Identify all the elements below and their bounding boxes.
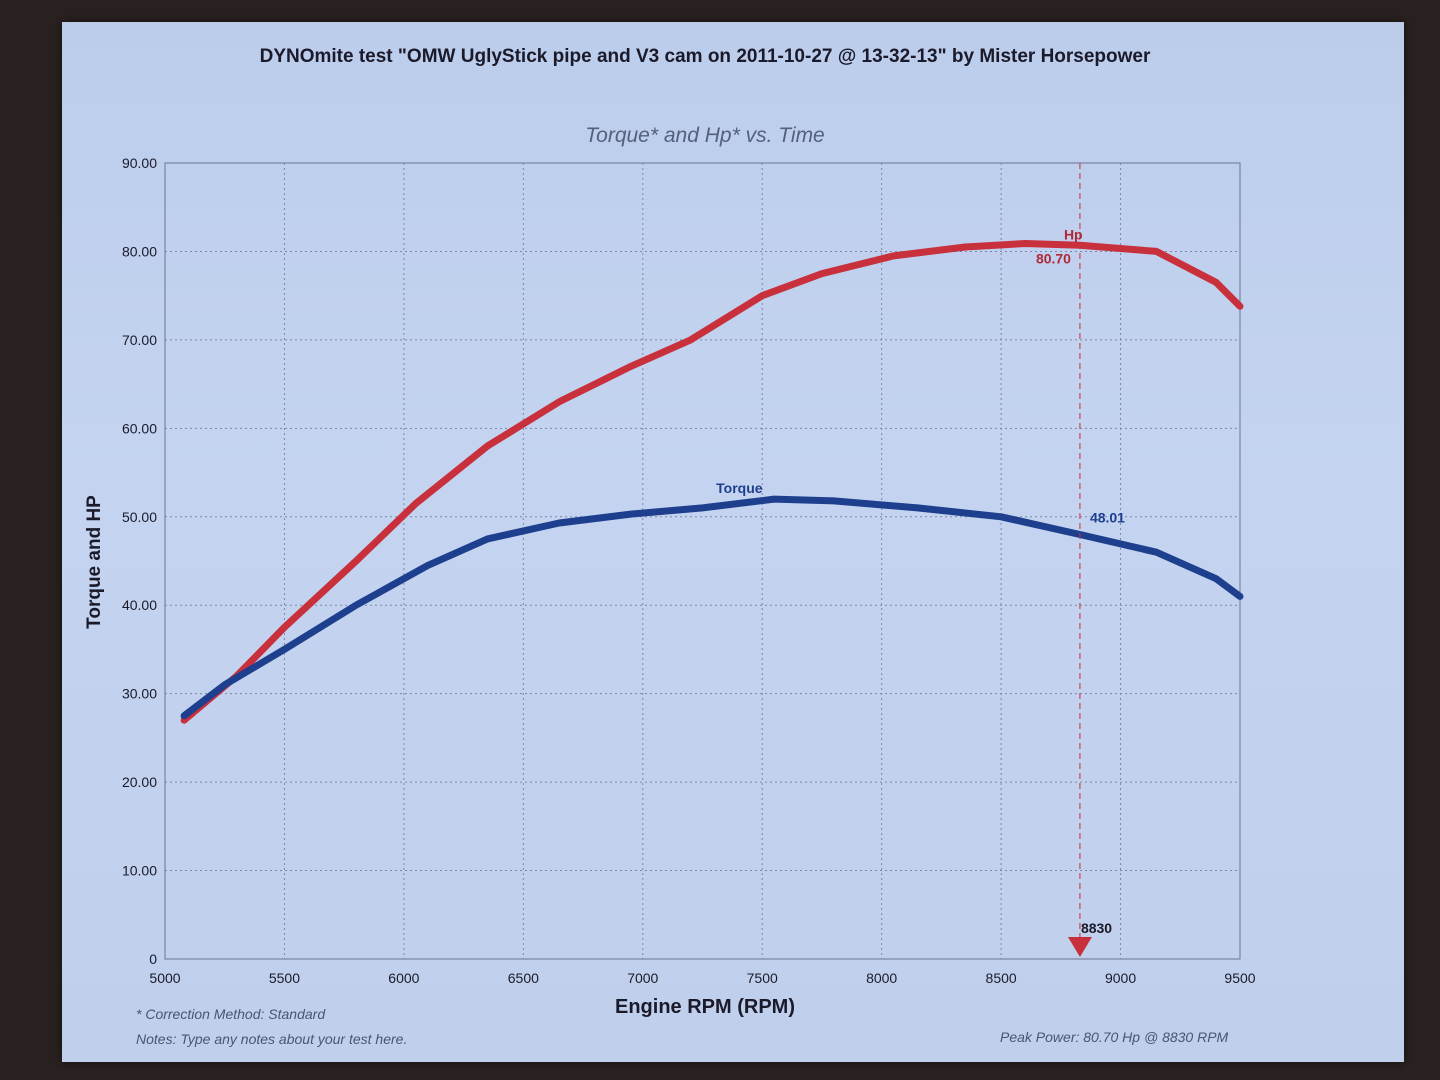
y-tick-label: 90.00 — [122, 155, 157, 171]
x-tick-label: 6500 — [508, 970, 539, 986]
chart-title: Torque* and Hp* vs. Time — [585, 124, 825, 147]
y-tick-label: 30.00 — [122, 686, 157, 702]
series-annotations: Hp 80.70 Torque 48.01 — [716, 226, 1125, 525]
correction-note: * Correction Method: Standard — [136, 1006, 326, 1022]
x-tick-label: 8500 — [986, 970, 1017, 986]
chart-grid — [165, 163, 1240, 959]
peak-power-note: Peak Power: 80.70 Hp @ 8830 RPM — [1000, 1029, 1229, 1045]
peak-marker-triangle — [1067, 937, 1092, 957]
peak-marker: 8830 — [1067, 163, 1112, 957]
x-tick-label: 9000 — [1105, 970, 1136, 986]
y-tick-label: 50.00 — [122, 509, 157, 525]
y-tick-label: 80.00 — [122, 243, 157, 259]
peak-marker-label: 8830 — [1081, 920, 1112, 936]
y-tick-label: 20.00 — [122, 774, 157, 790]
x-tick-label: 8000 — [866, 970, 897, 986]
y-tick-label: 40.00 — [122, 597, 157, 613]
series-line-hp — [180, 240, 1244, 724]
x-tick-labels: 5000 5500 6000 6500 7000 7500 8000 8500 9000 9500 — [149, 970, 1255, 986]
y-tick-label: 60.00 — [122, 420, 157, 436]
chart-series — [180, 240, 1244, 724]
test-notes: Notes: Type any notes about your test he… — [136, 1031, 408, 1047]
plot-frame — [164, 162, 1241, 960]
hp-series-label: Hp — [1064, 226, 1083, 242]
y-tick-label: 0 — [149, 951, 157, 967]
hp-value-label: 80.70 — [1036, 250, 1071, 266]
x-tick-label: 5000 — [149, 970, 180, 986]
series-line-torque — [180, 495, 1244, 720]
torque-value-label: 48.01 — [1090, 509, 1125, 525]
x-tick-label: 5500 — [269, 970, 300, 986]
torque-series-label: Torque — [716, 480, 763, 496]
printed-paper — [62, 22, 1404, 1062]
y-tick-label: 10.00 — [122, 863, 157, 879]
page-title: DYNOmite test "OMW UglyStick pipe and V3… — [259, 46, 1151, 67]
y-tick-labels: 0 10.00 20.00 30.00 40.00 50.00 60.00 70.00 80.0… — [122, 155, 157, 967]
x-tick-label: 7000 — [627, 970, 658, 986]
y-tick-label: 70.00 — [122, 332, 157, 348]
x-tick-label: 7500 — [747, 970, 778, 986]
x-axis-label: Engine RPM (RPM) — [615, 996, 795, 1018]
y-axis-label: Torque and HP — [84, 495, 105, 629]
x-tick-label: 9500 — [1224, 970, 1255, 986]
x-tick-label: 6000 — [388, 970, 419, 986]
